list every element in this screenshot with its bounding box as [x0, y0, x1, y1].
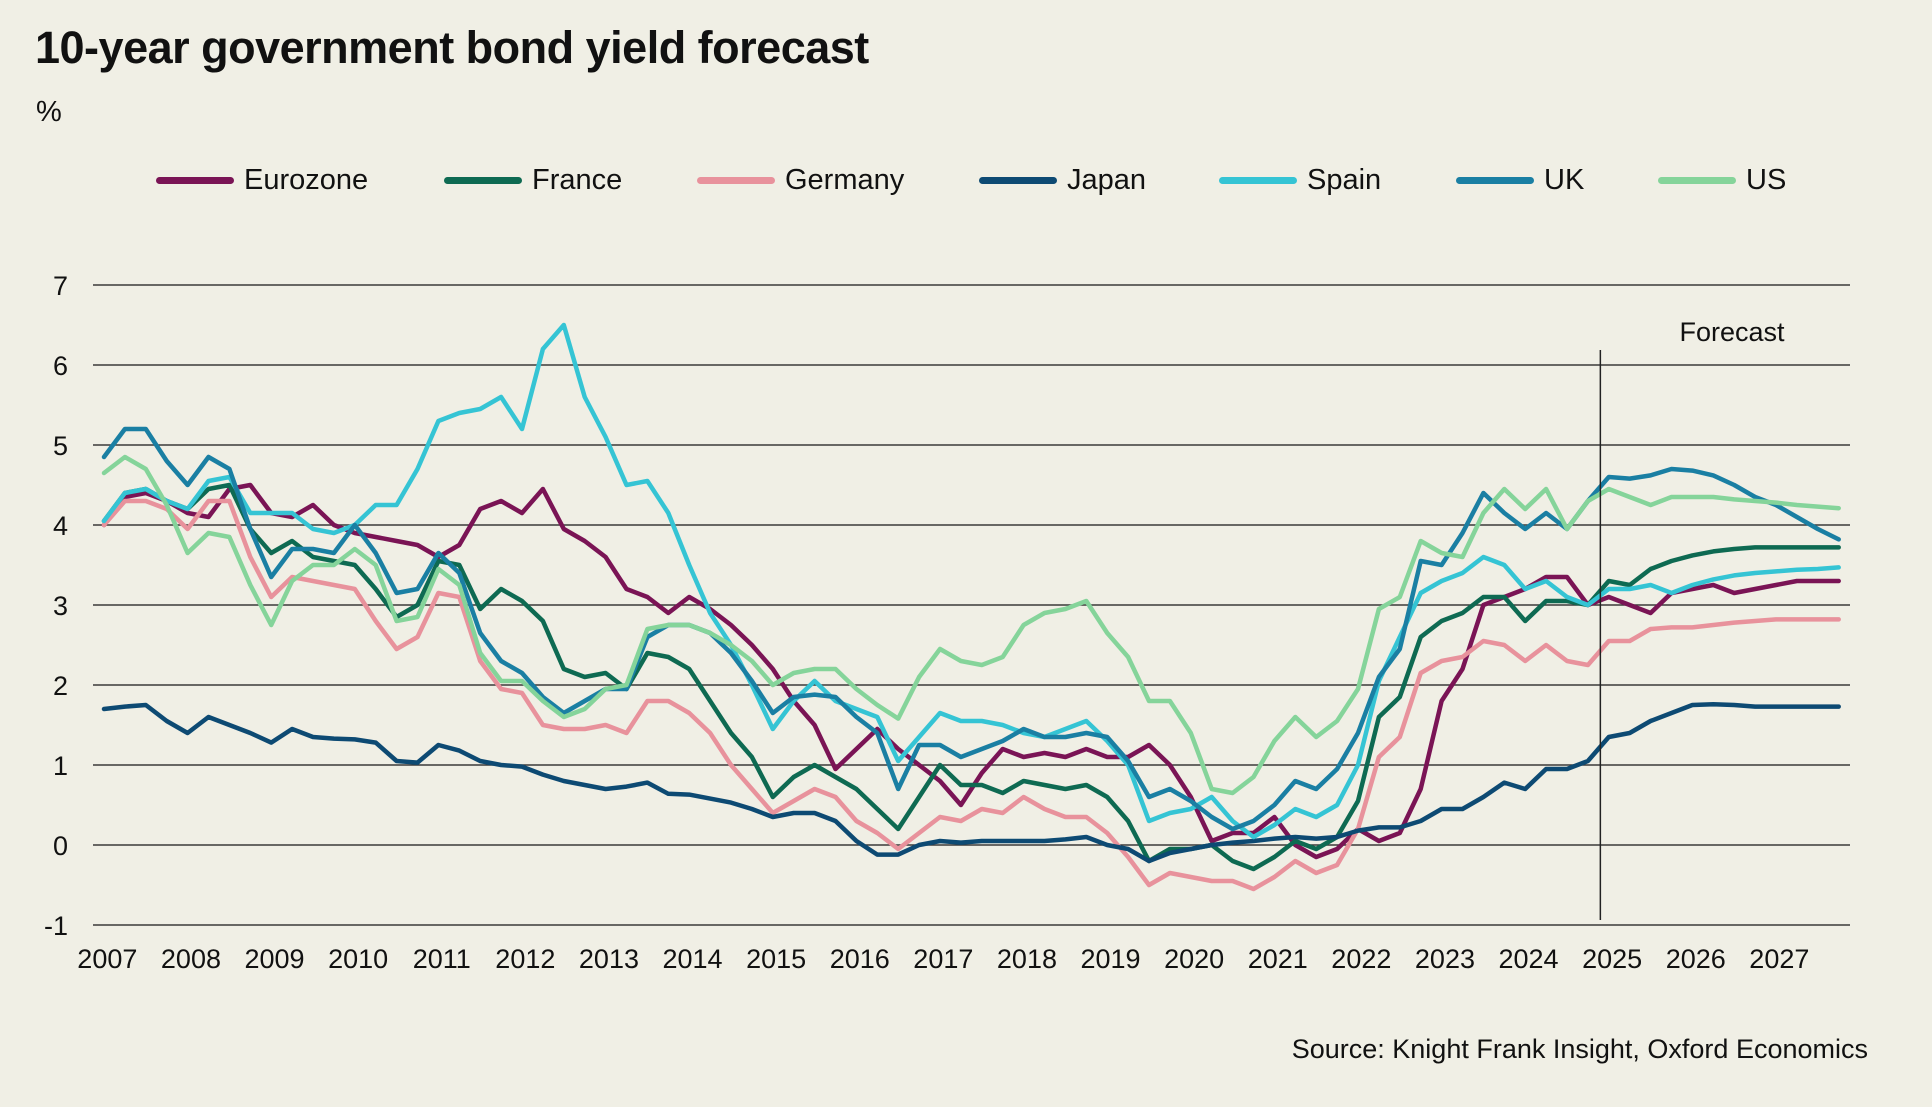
y-tick-label: 5 — [53, 431, 68, 461]
legend-label: Japan — [1067, 163, 1147, 196]
x-tick-label: 2023 — [1415, 944, 1475, 974]
legend-item-germany[interactable]: Germany — [697, 160, 904, 200]
x-tick-label: 2022 — [1331, 944, 1391, 974]
legend-item-japan[interactable]: Japan — [979, 160, 1146, 200]
y-unit-label: % — [36, 96, 62, 128]
x-tick-label: 2016 — [830, 944, 890, 974]
x-axis-ticks: 2007 2008 2009 2010 2011 2012 2013 2014 2015 2016… — [77, 944, 1809, 974]
legend-item-spain[interactable]: Spain — [1219, 160, 1381, 200]
y-tick-label: 7 — [53, 271, 68, 301]
series-lines — [101, 322, 1841, 892]
x-tick-label: 2015 — [746, 944, 806, 974]
legend-swatch — [444, 176, 522, 184]
legend-label: US — [1746, 163, 1787, 196]
forecast-label: Forecast — [1679, 317, 1785, 347]
legend: Eurozone France Germany Japan Spain UK U… — [0, 160, 1932, 200]
y-axis-ticks: -1 0 1 2 3 4 5 6 7 — [44, 271, 68, 941]
x-tick-label: 2027 — [1749, 944, 1809, 974]
x-tick-label: 2007 — [77, 944, 137, 974]
legend-label: Spain — [1307, 163, 1382, 196]
y-tick-label: -1 — [44, 911, 68, 941]
chart-title: 10-year government bond yield forecast — [35, 22, 869, 73]
legend-label: UK — [1544, 163, 1585, 196]
x-tick-label: 2024 — [1499, 944, 1559, 974]
legend-swatch — [1456, 176, 1534, 184]
legend-swatch — [979, 176, 1057, 184]
x-tick-label: 2014 — [663, 944, 723, 974]
x-tick-label: 2013 — [579, 944, 639, 974]
legend-item-eurozone[interactable]: Eurozone — [156, 160, 368, 200]
x-tick-label: 2019 — [1081, 944, 1141, 974]
series-line-us — [101, 454, 1841, 796]
series-line-spain — [101, 322, 1841, 840]
y-tick-label: 1 — [53, 751, 68, 781]
series-line-germany — [101, 498, 1841, 892]
series-line-eurozone — [101, 482, 1841, 860]
y-tick-label: 3 — [53, 591, 68, 621]
legend-swatch — [156, 176, 234, 184]
x-tick-label: 2026 — [1666, 944, 1726, 974]
source-note: Source: Knight Frank Insight, Oxford Eco… — [1291, 1034, 1868, 1064]
x-tick-label: 2025 — [1582, 944, 1642, 974]
x-tick-label: 2021 — [1248, 944, 1308, 974]
legend-label: Germany — [785, 163, 905, 196]
x-tick-label: 2017 — [913, 944, 973, 974]
legend-swatch — [1658, 176, 1736, 184]
x-tick-label: 2012 — [495, 944, 555, 974]
x-tick-label: 2020 — [1164, 944, 1224, 974]
x-tick-label: 2010 — [328, 944, 388, 974]
series-line-japan — [101, 701, 1841, 864]
legend-item-uk[interactable]: UK — [1456, 160, 1584, 200]
series-line-uk — [101, 426, 1841, 832]
y-tick-label: 6 — [53, 351, 68, 381]
x-tick-label: 2018 — [997, 944, 1057, 974]
legend-item-us[interactable]: US — [1658, 160, 1786, 200]
y-tick-label: 2 — [53, 671, 68, 701]
y-tick-label: 0 — [53, 831, 68, 861]
legend-label: France — [532, 163, 623, 196]
legend-swatch — [697, 176, 775, 184]
series-line-france — [101, 482, 1841, 872]
legend-swatch — [1219, 176, 1297, 184]
x-tick-label: 2009 — [245, 944, 305, 974]
x-tick-label: 2011 — [413, 944, 471, 974]
y-tick-label: 4 — [53, 511, 68, 541]
x-tick-label: 2008 — [161, 944, 221, 974]
legend-item-france[interactable]: France — [444, 160, 622, 200]
legend-label: Eurozone — [244, 163, 369, 196]
